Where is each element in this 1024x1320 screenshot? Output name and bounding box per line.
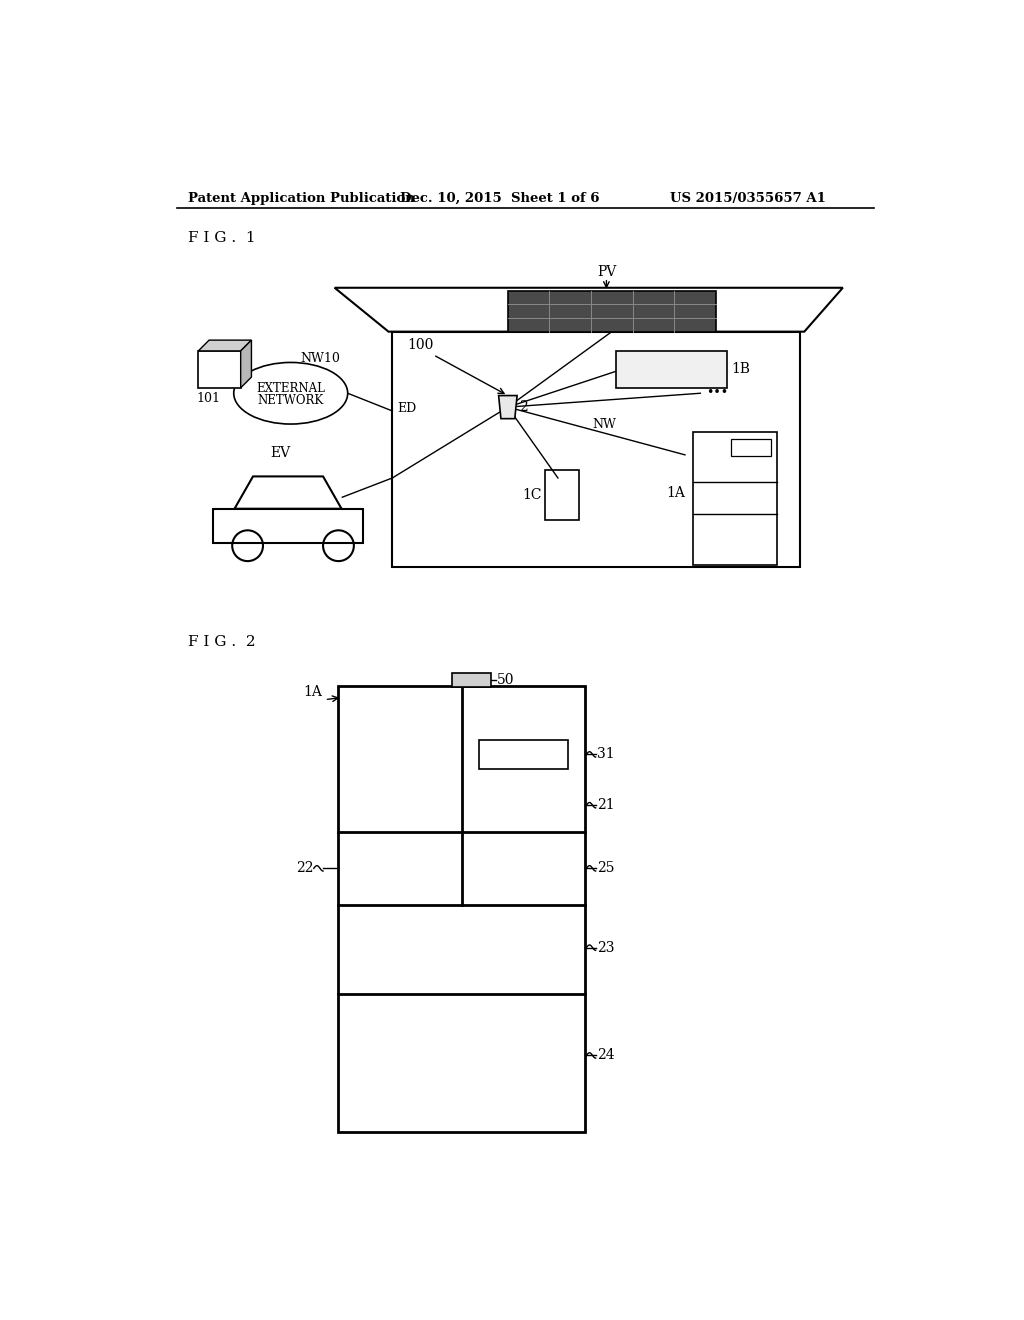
- Bar: [199, 351, 241, 388]
- Text: NW10: NW10: [300, 352, 340, 366]
- Text: NETWORK: NETWORK: [258, 395, 324, 408]
- Bar: [213, 508, 364, 544]
- Text: ED: ED: [397, 403, 417, 416]
- Text: 101: 101: [196, 392, 220, 405]
- Ellipse shape: [233, 363, 348, 424]
- Bar: [615, 351, 727, 388]
- Text: 24: 24: [597, 1048, 614, 1063]
- Text: 31: 31: [597, 747, 614, 762]
- Text: 23: 23: [597, 941, 614, 954]
- Text: PV: PV: [597, 265, 616, 280]
- Bar: [339, 686, 585, 1133]
- Text: 21: 21: [597, 799, 614, 812]
- Text: 1C: 1C: [522, 488, 542, 502]
- Bar: [508, 290, 716, 331]
- Text: 2: 2: [518, 400, 527, 414]
- Bar: [731, 440, 771, 457]
- Bar: [453, 673, 490, 688]
- Text: •••: •••: [707, 385, 729, 399]
- Polygon shape: [199, 341, 252, 351]
- Text: NW: NW: [593, 417, 616, 430]
- Text: 50: 50: [497, 673, 515, 686]
- Text: 100: 100: [408, 338, 434, 351]
- Polygon shape: [241, 341, 252, 388]
- Polygon shape: [499, 396, 517, 418]
- Bar: [478, 739, 568, 770]
- Text: US 2015/0355657 A1: US 2015/0355657 A1: [670, 191, 825, 205]
- Text: EV: EV: [270, 446, 291, 459]
- Text: 25: 25: [597, 862, 614, 875]
- Bar: [392, 331, 801, 566]
- Text: Dec. 10, 2015  Sheet 1 of 6: Dec. 10, 2015 Sheet 1 of 6: [400, 191, 600, 205]
- Text: 22: 22: [296, 862, 313, 875]
- Text: F I G .  1: F I G . 1: [188, 231, 256, 244]
- Text: EXTERNAL: EXTERNAL: [256, 381, 326, 395]
- Bar: [692, 432, 777, 565]
- Text: F I G .  2: F I G . 2: [188, 635, 256, 649]
- Text: 1A: 1A: [304, 685, 323, 700]
- Text: 1A: 1A: [666, 486, 685, 500]
- Bar: [545, 470, 579, 520]
- Text: Patent Application Publication: Patent Application Publication: [188, 191, 415, 205]
- Text: 1B: 1B: [731, 362, 751, 376]
